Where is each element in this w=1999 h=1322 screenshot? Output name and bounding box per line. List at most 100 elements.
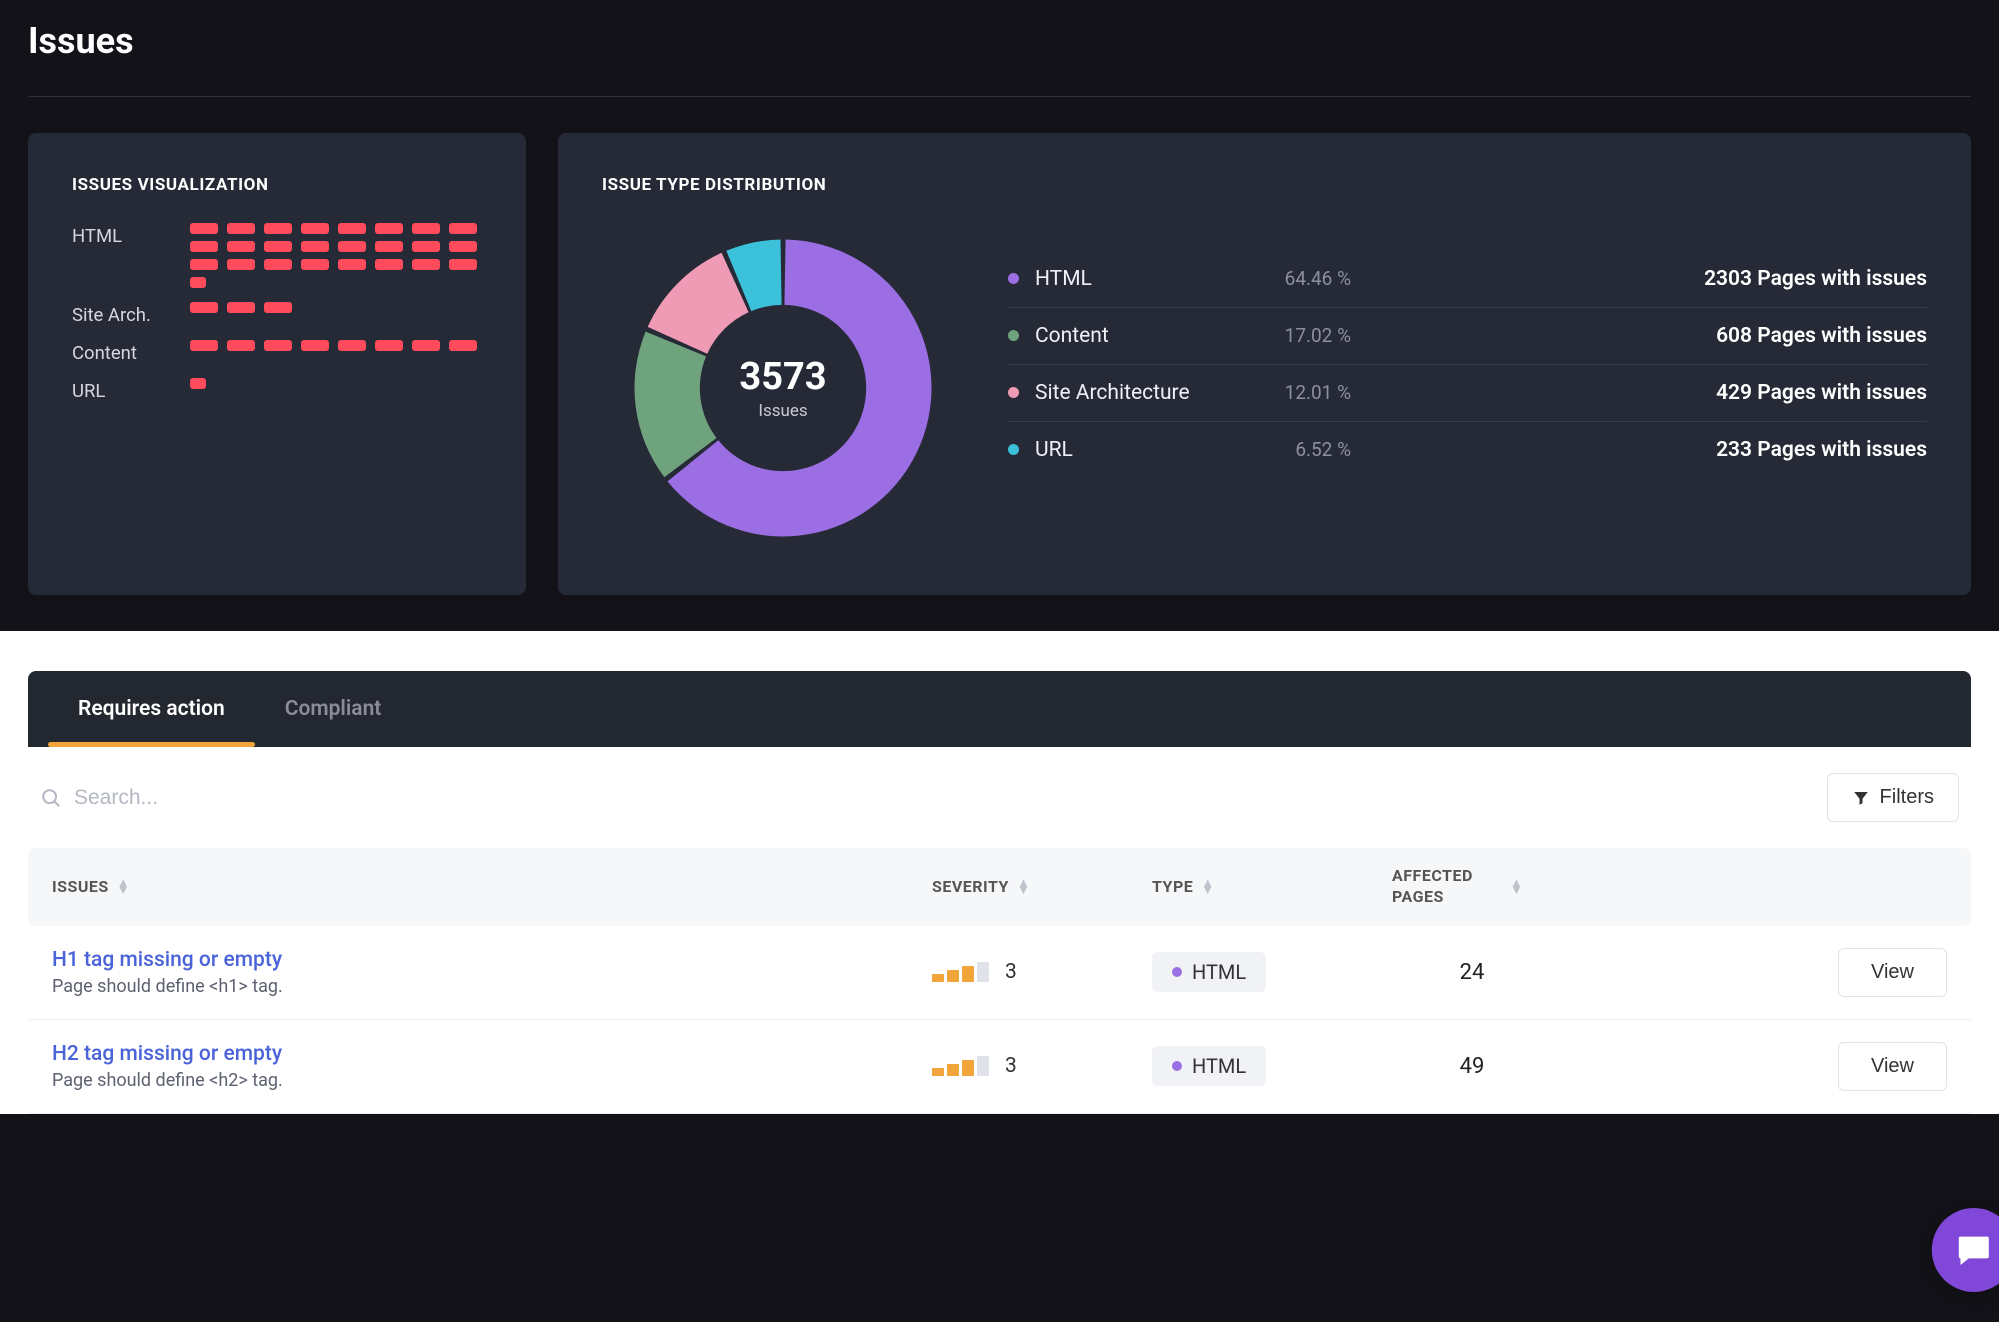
viz-block: [449, 223, 477, 234]
donut-center: 3573 Issues: [739, 355, 826, 421]
viz-block: [227, 223, 255, 234]
viz-block: [449, 340, 477, 351]
viz-block: [375, 259, 403, 270]
severity-value: 3: [1005, 960, 1017, 984]
viz-block: [227, 259, 255, 270]
viz-row-blocks: [190, 340, 482, 351]
filter-icon: [1852, 789, 1870, 807]
viz-block: [375, 340, 403, 351]
severity-value: 3: [1005, 1054, 1017, 1078]
sort-icon: ▲▼: [1017, 880, 1030, 894]
viz-block: [375, 223, 403, 234]
type-label: HTML: [1192, 1054, 1246, 1078]
table-row: H1 tag missing or empty Page should defin…: [28, 926, 1971, 1020]
col-affected-label: AFFECTED PAGES: [1392, 866, 1502, 908]
viz-block: [264, 259, 292, 270]
severity-bar: [977, 1056, 989, 1076]
sort-icon: ▲▼: [1201, 880, 1214, 894]
viz-block: [190, 241, 218, 252]
viz-block: [449, 259, 477, 270]
viz-block: [412, 259, 440, 270]
viz-row-blocks: [190, 223, 482, 288]
search-icon: [40, 787, 62, 809]
legend-label: URL: [1035, 438, 1235, 462]
viz-block: [338, 259, 366, 270]
viz-row: HTML: [72, 223, 482, 288]
filters-label: Filters: [1880, 786, 1934, 809]
tab-compliant[interactable]: Compliant: [255, 671, 412, 747]
chat-fab[interactable]: [1932, 1208, 1999, 1292]
severity-bar: [977, 962, 989, 982]
legend-label: HTML: [1035, 267, 1235, 291]
page-title: Issues: [28, 20, 1971, 62]
search-wrap: [40, 786, 474, 810]
viz-row-blocks: [190, 302, 482, 313]
viz-row: Site Arch.: [72, 302, 482, 326]
table-body: H1 tag missing or empty Page should defin…: [28, 926, 1971, 1114]
viz-row-label: HTML: [72, 223, 172, 247]
issue-description: Page should define <h1> tag.: [52, 976, 932, 997]
legend-dot: [1008, 387, 1019, 398]
legend-row: URL6.52 %233 Pages with issues: [1008, 422, 1927, 478]
col-affected[interactable]: AFFECTED PAGES ▲▼: [1392, 866, 1612, 908]
issue-title-link[interactable]: H1 tag missing or empty: [52, 948, 932, 972]
severity-bar: [962, 966, 974, 982]
view-button[interactable]: View: [1838, 948, 1947, 997]
viz-row-label: Content: [72, 340, 172, 364]
tab-requires-action[interactable]: Requires action: [48, 671, 255, 747]
viz-block: [190, 223, 218, 234]
viz-block: [227, 241, 255, 252]
viz-block: [190, 277, 206, 288]
viz-row: URL: [72, 378, 482, 402]
view-button[interactable]: View: [1838, 1042, 1947, 1091]
type-dot: [1172, 967, 1182, 977]
page-header: Issues: [0, 0, 1999, 86]
search-input[interactable]: [74, 786, 474, 810]
viz-block: [264, 241, 292, 252]
issue-title-link[interactable]: H2 tag missing or empty: [52, 1042, 932, 1066]
viz-block: [412, 223, 440, 234]
legend-percent: 64.46 %: [1251, 267, 1351, 290]
legend-row: HTML64.46 %2303 Pages with issues: [1008, 251, 1927, 308]
viz-rows: HTML Site Arch. Content URL: [72, 223, 482, 402]
affected-pages-value: 24: [1392, 960, 1552, 985]
type-dot: [1172, 1061, 1182, 1071]
severity-indicator: 3: [932, 1054, 1152, 1078]
legend-pages: 429 Pages with issues: [1367, 381, 1927, 405]
viz-block: [338, 241, 366, 252]
legend-row: Site Architecture12.01 %429 Pages with i…: [1008, 365, 1927, 422]
viz-block: [375, 241, 403, 252]
donut-total-value: 3573: [739, 355, 826, 399]
severity-bar: [947, 970, 959, 982]
viz-block: [227, 340, 255, 351]
viz-row-label: Site Arch.: [72, 302, 172, 326]
filters-button[interactable]: Filters: [1827, 773, 1959, 822]
viz-block: [412, 241, 440, 252]
donut-total-label: Issues: [739, 401, 826, 421]
issues-table: ISSUES ▲▼ SEVERITY ▲▼ TYPE ▲▼ AFFECTED P…: [28, 848, 1971, 1114]
legend-label: Content: [1035, 324, 1235, 348]
type-badge: HTML: [1152, 1046, 1266, 1086]
severity-bar: [932, 1068, 944, 1076]
col-issues-label: ISSUES: [52, 877, 109, 896]
legend-dot: [1008, 273, 1019, 284]
severity-bar: [947, 1064, 959, 1076]
dist-card-title: ISSUE TYPE DISTRIBUTION: [602, 175, 948, 195]
viz-card-title: ISSUES VISUALIZATION: [72, 175, 482, 195]
viz-block: [301, 223, 329, 234]
col-type[interactable]: TYPE ▲▼: [1152, 866, 1392, 908]
viz-block: [264, 223, 292, 234]
col-type-label: TYPE: [1152, 877, 1193, 896]
legend-row: Content17.02 %608 Pages with issues: [1008, 308, 1927, 365]
viz-row-blocks: [190, 378, 482, 389]
col-severity[interactable]: SEVERITY ▲▼: [932, 866, 1152, 908]
viz-block: [301, 340, 329, 351]
viz-block: [190, 302, 218, 313]
issues-visualization-card: ISSUES VISUALIZATION HTML Site Arch. Conte…: [28, 133, 526, 595]
viz-block: [227, 302, 255, 313]
legend-dot: [1008, 330, 1019, 341]
issue-description: Page should define <h2> tag.: [52, 1070, 932, 1091]
type-label: HTML: [1192, 960, 1246, 984]
col-issues[interactable]: ISSUES ▲▼: [52, 866, 932, 908]
tabs-bar: Requires action Compliant: [28, 671, 1971, 747]
